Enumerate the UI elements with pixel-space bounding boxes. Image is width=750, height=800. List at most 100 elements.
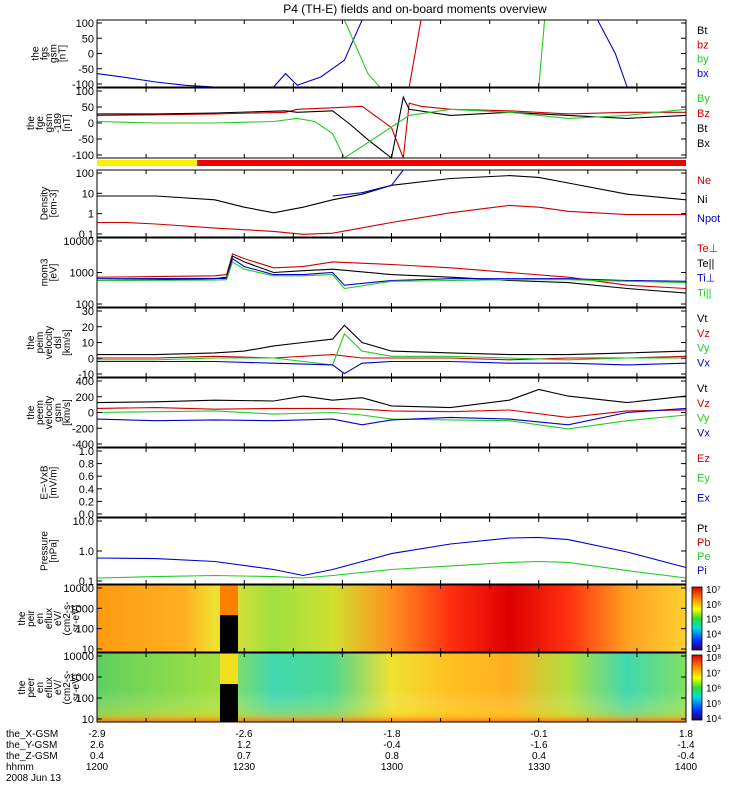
footer-row-label: the_Y-GSM <box>6 740 57 751</box>
y-axis-label-line: velocity <box>44 326 55 359</box>
legend-entry: Pe <box>697 551 710 563</box>
y-tick-label: 50 <box>82 33 94 45</box>
footer-value: 2.6 <box>90 740 104 751</box>
series-line-Ni <box>97 175 687 214</box>
y-tick-label: 1.0 <box>79 546 94 558</box>
y-tick-label: 1000 <box>70 603 94 615</box>
y-tick-label: 10 <box>82 188 94 200</box>
legend-entry: Pt <box>697 523 707 535</box>
panel-3: Ne Ni Npot 100 10 1 0.1 Density[cm-3] <box>40 168 721 241</box>
spectrogram-burst <box>220 653 238 685</box>
series-line-Npot <box>332 169 404 197</box>
series-line-Ti⊥ <box>96 257 687 286</box>
footer-value: 1.2 <box>237 740 251 751</box>
y-axis-label-line: [nT] <box>62 114 73 131</box>
y-axis-label-line: peim <box>35 332 46 354</box>
legend-entry: by <box>697 54 709 66</box>
y-axis-label-line: (cm2-s- <box>62 602 73 636</box>
y-axis-label-line: eV/ <box>53 680 64 695</box>
series-line-Pi <box>96 536 687 577</box>
panel-10: 10⁸10⁷10⁶10⁵10⁴10000100010010thepeerenef… <box>17 651 721 726</box>
y-tick-label: 10000 <box>63 583 94 595</box>
colorbar-tick: 10⁵ <box>706 615 721 626</box>
y-axis-label-line: fge <box>35 116 46 130</box>
series-line-by <box>343 19 546 88</box>
legend-entry: bx <box>697 68 709 80</box>
footer-value: 1.8 <box>679 729 693 740</box>
footer-value: 1230 <box>233 762 256 773</box>
colorbar-tick: 10⁴ <box>706 629 721 640</box>
y-axis-label-line: the <box>26 116 37 130</box>
legend-entry: Ni <box>697 194 707 206</box>
series-line-Vt <box>97 324 687 356</box>
y-tick-label: 1 <box>88 209 94 221</box>
series-line-Vz <box>97 354 687 361</box>
series-line-Vt <box>96 388 687 409</box>
series-line-Te⊥ <box>96 253 687 290</box>
footer-value: -1.4 <box>677 740 695 751</box>
colorbar <box>691 654 703 721</box>
y-tick-label: 10 <box>82 338 94 350</box>
y-tick-label: 10000 <box>63 651 94 663</box>
y-axis-label-line: [cm-3] <box>49 189 60 217</box>
footer-value: -1.6 <box>530 740 548 751</box>
y-axis-label-line: sr-eV) <box>71 605 82 632</box>
footer-row-label: the_Z-GSM <box>6 751 58 762</box>
colorbar-tick: 10⁶ <box>706 600 721 611</box>
y-tick-label: 0 <box>88 49 94 61</box>
footer-value: 1330 <box>528 762 551 773</box>
y-tick-label: 0 <box>88 353 94 365</box>
y-axis-label-line: velocity <box>44 396 55 429</box>
series-line-bz <box>408 19 422 88</box>
y-tick-label: 1.0 <box>79 446 94 458</box>
y-tick-label: 100 <box>76 624 94 636</box>
y-axis-label-line: eflux <box>44 608 55 629</box>
status-bar-segment <box>97 160 198 166</box>
y-tick-label: 1000 <box>70 672 94 684</box>
y-axis-label-line: eflux <box>44 677 55 698</box>
series-line-Pe <box>96 560 687 579</box>
series-line-Vy <box>96 410 687 430</box>
colorbar-tick: 10⁴ <box>706 714 721 725</box>
y-axis-label-line: Pressure <box>40 531 51 571</box>
colorbar-tick: 10⁶ <box>706 684 721 695</box>
footer-value: 0.8 <box>385 751 399 762</box>
footer-value: 0.4 <box>532 751 546 762</box>
y-axis-label: Pressure[nPa] <box>40 531 60 571</box>
legend-entry: Pb <box>697 537 710 549</box>
y-tick-label: 20 <box>82 322 94 334</box>
y-axis-label-line: Density <box>40 187 51 220</box>
legend-entry: Npot <box>697 213 720 225</box>
y-tick-label: 10 <box>82 714 94 726</box>
series-line-By <box>96 108 687 159</box>
y-tick-label: -100 <box>72 150 94 162</box>
y-tick-label: 400 <box>76 376 94 388</box>
y-tick-label: -200 <box>72 423 94 435</box>
y-tick-label: 0 <box>88 408 94 420</box>
y-axis-label-line: [km/s] <box>62 329 73 356</box>
y-tick-label: 1000 <box>70 268 94 280</box>
legend-entry: Vx <box>697 357 710 369</box>
series-line-Vx <box>96 407 687 426</box>
series-line-Vz <box>96 407 687 418</box>
legend-entry: Vt <box>697 383 707 395</box>
footer-value: -0.4 <box>677 751 695 762</box>
y-tick-label: 100 <box>76 168 94 180</box>
y-axis-label: E=-VxB[mV/m] <box>40 465 60 500</box>
y-axis-label-line: peir <box>26 609 37 626</box>
footer-value: 0.7 <box>237 751 251 762</box>
legend-entry: Vt <box>697 313 707 325</box>
footer-value: 1400 <box>675 762 698 773</box>
y-tick-label: 0.2 <box>79 496 94 508</box>
legend-entry: Vy <box>697 343 710 355</box>
y-axis-label-line: the <box>31 46 42 60</box>
figure-title: P4 (TH-E) fields and on-board moments ov… <box>283 2 547 16</box>
y-tick-label: -10 <box>78 369 94 381</box>
